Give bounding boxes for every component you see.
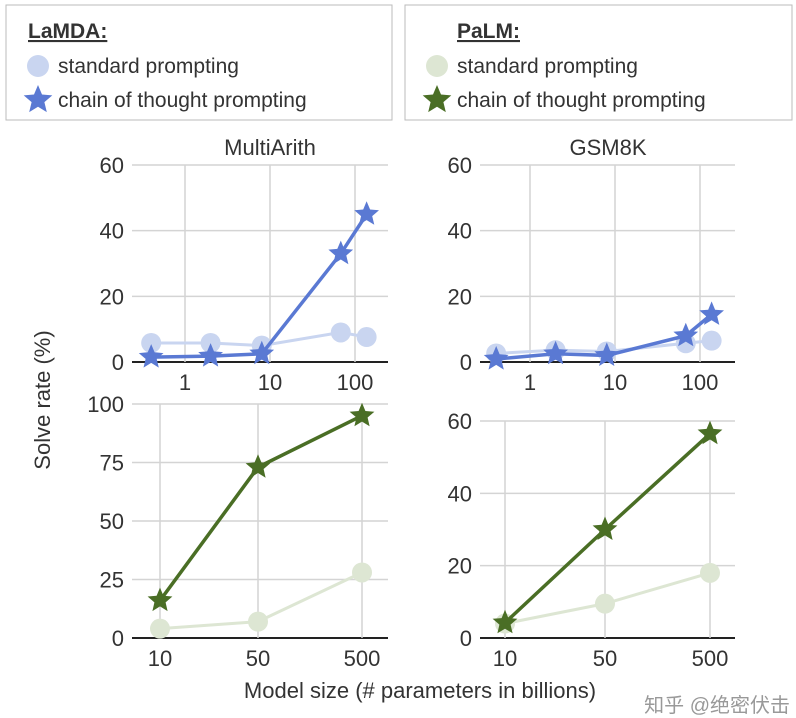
series-line [158,414,363,602]
star-shape [23,85,53,113]
y-tick-label: 25 [100,568,124,593]
data-point-circle [352,562,372,583]
star-shape [422,85,452,113]
x-tick-label: 50 [593,646,617,671]
x-tick-label: 10 [603,370,627,395]
x-tick-label: 500 [344,646,381,671]
watermark: 知乎 @绝密伏击 [644,694,790,717]
data-point-circle [141,332,162,353]
y-tick-label: 60 [448,153,472,178]
y-tick-label: 60 [100,153,124,178]
legend-lamda: LaMDA: standard prompting chain of thoug… [5,4,393,121]
data-point-circle [248,611,268,632]
x-tick-label: 50 [246,646,270,671]
data-point-circle [595,593,615,614]
data-point-star [198,343,223,367]
y-tick-label: 20 [448,284,472,309]
data-point-star [673,322,699,347]
x-tick-label: 10 [493,646,517,671]
chart-title: MultiArith [224,135,316,160]
x-tick-label: 100 [682,370,719,395]
y-tick-label: 20 [100,284,124,309]
y-tick-label: 0 [112,626,124,651]
y-tick-label: 0 [460,350,472,375]
data-point-star [249,340,275,365]
y-tick-label: 0 [460,626,472,651]
y-tick-label: 40 [100,219,124,244]
data-point-circle [330,322,351,343]
data-point-star [492,609,518,634]
data-point-circle [356,327,377,348]
legend-title: PaLM: [457,20,520,43]
chart-title: GSM8K [569,135,646,160]
legend-palm: PaLM: standard prompting chain of though… [404,4,793,121]
y-tick-label: 60 [448,409,472,434]
data-point-star [328,240,354,265]
y-tick-label: 20 [448,554,472,579]
subplot-2: 0 25 50 75 100 10 50 500 [87,392,388,671]
legend-label: standard prompting [457,55,638,78]
data-point-star [138,344,164,368]
data-point-circle [200,332,221,353]
y-axis-label: Solve rate (%) [30,330,55,469]
data-point-star [483,346,509,370]
data-point-star [354,201,379,225]
legend-label: chain of thought prompting [457,89,706,112]
standard-marker-icon [27,55,49,77]
y-tick-label: 50 [100,509,124,534]
x-tick-label: 500 [692,646,729,671]
legend-label: standard prompting [58,55,239,78]
legend-title: LaMDA: [28,20,107,43]
data-point-star [147,587,173,612]
subplot-0: 0 20 40 60 1 10 100 [100,153,388,395]
star-marker-icon [23,85,53,113]
data-point-star [697,420,723,445]
star-marker-icon [422,85,452,113]
data-point-star [543,340,568,365]
x-tick-label: 10 [148,646,172,671]
y-tick-label: 100 [87,392,124,417]
subplot-3: 0 20 40 60 10 50 500 [448,409,735,671]
y-tick-label: 40 [448,219,472,244]
data-point-star [699,301,724,325]
data-point-star [349,402,375,427]
x-tick-label: 1 [524,370,536,395]
data-point-star [594,342,620,366]
y-tick-label: 0 [112,350,124,375]
standard-marker-icon [426,55,448,77]
x-tick-label: 1 [179,370,191,395]
data-point-circle [150,618,170,639]
y-tick-label: 75 [100,451,124,476]
y-tick-label: 40 [448,481,472,506]
data-point-circle [700,562,720,583]
x-tick-label: 10 [258,370,282,395]
x-axis-label: Model size (# parameters in billions) [244,678,596,703]
legend-label: chain of thought prompting [58,89,307,112]
subplot-1: 0 20 40 60 1 10 100 [448,153,735,395]
data-point-star [592,516,618,540]
x-tick-label: 100 [337,370,374,395]
data-point-circle [701,330,722,351]
data-point-star [245,454,271,478]
